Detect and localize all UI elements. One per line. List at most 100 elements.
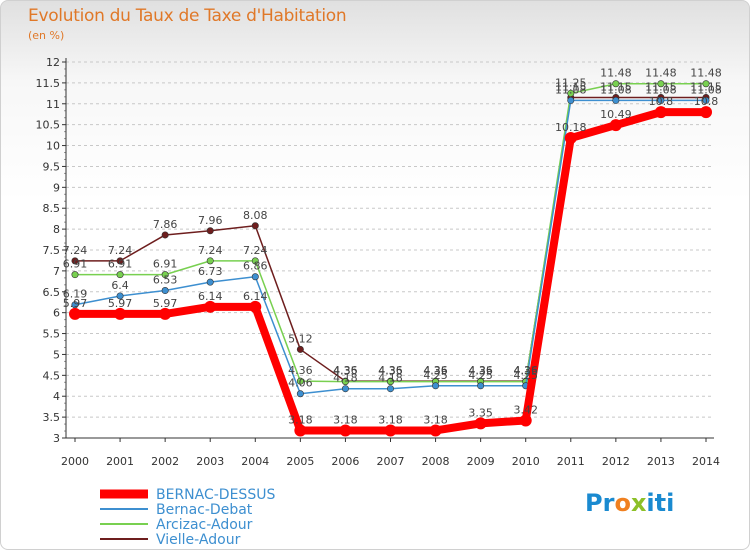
data-point bbox=[429, 424, 442, 437]
data-point bbox=[567, 89, 575, 97]
data-point bbox=[161, 231, 169, 239]
data-point bbox=[161, 271, 169, 279]
y-tick-label: 8 bbox=[53, 223, 60, 236]
data-label: 5.97 bbox=[108, 297, 133, 310]
data-point bbox=[251, 273, 259, 281]
legend-label: Arcizac-Adour bbox=[156, 517, 253, 533]
data-label: 4.35 bbox=[423, 365, 448, 378]
legend-label: Vielle-Adour bbox=[156, 532, 241, 548]
data-label: 6.91 bbox=[63, 258, 88, 271]
data-label: 4.36 bbox=[333, 364, 358, 377]
data-label: 6.73 bbox=[198, 265, 223, 278]
data-label: 6.91 bbox=[108, 258, 133, 271]
data-label: 3.18 bbox=[423, 413, 448, 426]
data-point bbox=[702, 96, 710, 104]
data-label: 4.36 bbox=[513, 364, 538, 377]
x-tick-label: 2001 bbox=[106, 455, 134, 468]
x-tick-label: 2002 bbox=[151, 455, 179, 468]
data-label: 4.35 bbox=[513, 365, 538, 378]
y-tick-label: 7 bbox=[53, 265, 60, 278]
x-tick-label: 2003 bbox=[196, 455, 224, 468]
data-point bbox=[432, 382, 440, 390]
data-point bbox=[474, 417, 487, 430]
data-label: 3.18 bbox=[288, 413, 313, 426]
y-tick-label: 9 bbox=[53, 181, 60, 194]
data-label: 10.8 bbox=[694, 95, 719, 108]
data-point bbox=[296, 377, 304, 385]
data-point bbox=[206, 227, 214, 235]
data-label: 5.12 bbox=[288, 332, 313, 345]
data-point bbox=[206, 278, 214, 286]
y-tick-label: 7.5 bbox=[43, 244, 61, 257]
data-label: 5.97 bbox=[153, 297, 178, 310]
data-point bbox=[116, 271, 124, 279]
y-tick-label: 11.5 bbox=[36, 77, 61, 90]
data-label: 4.35 bbox=[378, 365, 403, 378]
data-point bbox=[477, 382, 485, 390]
x-tick-label: 2007 bbox=[377, 455, 405, 468]
data-point bbox=[116, 257, 124, 265]
data-point bbox=[657, 96, 665, 104]
data-point bbox=[294, 424, 307, 437]
x-tick-label: 2014 bbox=[692, 455, 720, 468]
x-tick-label: 2006 bbox=[331, 455, 359, 468]
data-label: 11.48 bbox=[690, 67, 722, 80]
data-label: 7.24 bbox=[198, 244, 223, 257]
x-tick-label: 2012 bbox=[602, 455, 630, 468]
data-label: 11.08 bbox=[555, 83, 587, 96]
data-point bbox=[339, 424, 352, 437]
data-point bbox=[69, 307, 81, 320]
data-point bbox=[567, 96, 575, 104]
data-label: 11.15 bbox=[600, 81, 632, 94]
y-tick-label: 10 bbox=[46, 140, 60, 153]
y-tick-label: 9.5 bbox=[43, 160, 61, 173]
data-label: 7.24 bbox=[108, 244, 133, 257]
series-layer bbox=[69, 80, 712, 437]
chart-unit-label: (en %) bbox=[28, 29, 65, 42]
data-label: 6.19 bbox=[63, 288, 88, 301]
x-tick-label: 2005 bbox=[286, 455, 314, 468]
data-label: 3.18 bbox=[333, 413, 358, 426]
data-label: 11.15 bbox=[555, 81, 587, 94]
legend-label: BERNAC-DESSUS bbox=[156, 487, 275, 503]
data-label: 11.15 bbox=[645, 81, 677, 94]
x-tick-label: 2008 bbox=[422, 455, 450, 468]
y-tick-label: 8.5 bbox=[43, 202, 61, 215]
data-point bbox=[384, 424, 397, 437]
x-tick-label: 2004 bbox=[241, 455, 269, 468]
data-point bbox=[249, 300, 262, 313]
data-label: 11.48 bbox=[645, 67, 677, 80]
data-point bbox=[204, 300, 217, 313]
proxiti-logo: Proxiti bbox=[585, 489, 675, 517]
data-label: 5.97 bbox=[63, 297, 88, 310]
data-label: 10.49 bbox=[600, 108, 632, 121]
data-label: 4.18 bbox=[333, 372, 358, 385]
chart-title: Evolution du Taux de Taxe d'Habitation bbox=[28, 6, 347, 26]
y-tick-label: 6.5 bbox=[43, 286, 61, 299]
data-label: 7.24 bbox=[63, 244, 88, 257]
y-tick-label: 11 bbox=[46, 98, 60, 111]
data-label: 4.25 bbox=[423, 369, 448, 382]
legend-label: Bernac-Debat bbox=[156, 502, 253, 518]
data-point bbox=[519, 414, 532, 427]
data-label: 11.15 bbox=[690, 81, 722, 94]
data-label: 10.8 bbox=[649, 95, 674, 108]
data-label: 4.36 bbox=[378, 364, 403, 377]
data-label: 7.24 bbox=[243, 244, 268, 257]
data-point bbox=[341, 378, 349, 386]
data-label: 4.36 bbox=[468, 364, 493, 377]
data-label: 8.08 bbox=[243, 209, 268, 222]
x-tick-label: 2009 bbox=[467, 455, 495, 468]
data-point bbox=[251, 222, 259, 230]
data-point bbox=[386, 378, 394, 386]
data-label: 4.36 bbox=[288, 364, 313, 377]
series-line bbox=[75, 96, 706, 382]
data-label: 4.36 bbox=[423, 364, 448, 377]
legend: BERNAC-DESSUSBernac-DebatArcizac-AdourVi… bbox=[100, 487, 275, 548]
data-label: 3.42 bbox=[513, 403, 538, 416]
axes: 3 3.5 4 4.5 5 5.5 6 6.5 7 7.5 8 8.5 9 9.5 10 10.5 11 11.5… bbox=[36, 56, 721, 468]
data-label: 7.86 bbox=[153, 218, 178, 231]
data-point bbox=[700, 106, 712, 119]
data-point bbox=[161, 287, 169, 295]
